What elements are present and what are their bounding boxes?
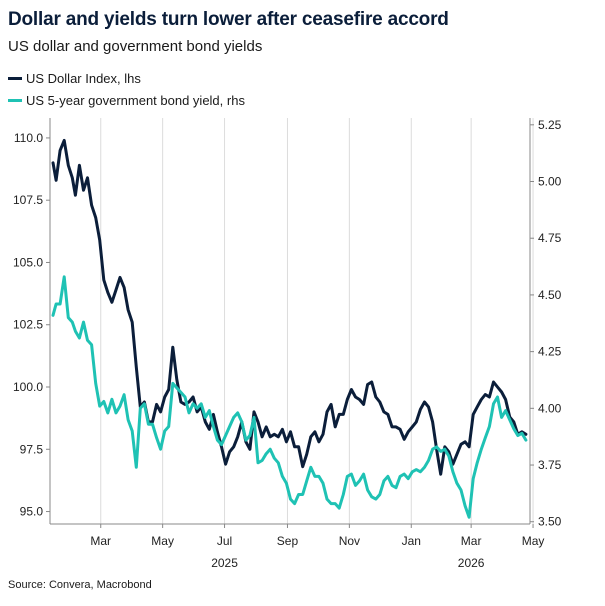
left-tick-label: 97.5 xyxy=(20,442,44,456)
left-tick-label: 100.0 xyxy=(13,380,43,394)
right-tick-label: 5.25 xyxy=(538,118,562,132)
chart-subtitle: US dollar and government bond yields xyxy=(8,38,263,55)
x-year-label: 2025 xyxy=(211,556,238,570)
source-note: Source: Convera, Macrobond xyxy=(8,579,152,591)
right-tick-label: 4.50 xyxy=(538,288,562,302)
series-line-5y-yield xyxy=(51,275,528,519)
x-year-label: 2026 xyxy=(458,556,485,570)
x-tick-label: Jul xyxy=(217,534,232,548)
legend-item-dollar: US Dollar Index, lhs xyxy=(8,71,141,86)
x-tick-label: Mar xyxy=(461,534,482,548)
left-tick-label: 102.5 xyxy=(13,318,43,332)
left-tick-label: 107.5 xyxy=(13,193,43,207)
x-tick-label: Sep xyxy=(277,534,299,548)
legend-swatch-dollar xyxy=(8,77,22,80)
x-tick-label: Mar xyxy=(90,534,111,548)
left-tick-label: 105.0 xyxy=(13,255,43,269)
right-tick-label: 3.50 xyxy=(538,515,562,529)
right-tick-label: 4.00 xyxy=(538,401,562,415)
right-tick-label: 3.75 xyxy=(538,458,562,472)
legend-label-yield: US 5-year government bond yield, rhs xyxy=(26,93,245,108)
right-tick-label: 5.00 xyxy=(538,175,562,189)
x-tick-label: Nov xyxy=(339,534,360,548)
left-tick-label: 110.0 xyxy=(14,131,43,145)
legend-label-dollar: US Dollar Index, lhs xyxy=(26,71,141,86)
chart-title: Dollar and yields turn lower after cease… xyxy=(8,9,449,30)
legend-swatch-yield xyxy=(8,99,22,102)
x-tick-label: May xyxy=(522,534,545,548)
legend-item-yield: US 5-year government bond yield, rhs xyxy=(8,93,245,108)
right-tick-label: 4.75 xyxy=(538,231,562,245)
left-tick-label: 95.0 xyxy=(20,505,44,519)
x-tick-label: Jan xyxy=(402,534,421,548)
right-tick-label: 4.25 xyxy=(538,345,562,359)
x-tick-label: May xyxy=(151,534,174,548)
series-line-dollar-index xyxy=(51,138,528,476)
